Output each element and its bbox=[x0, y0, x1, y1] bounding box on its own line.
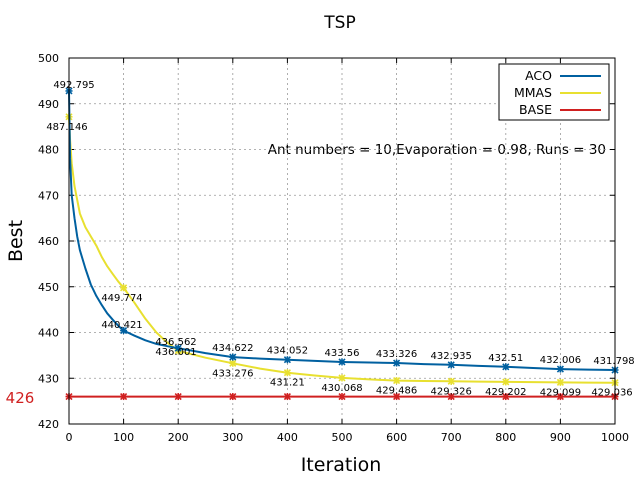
mmas-point bbox=[393, 377, 401, 385]
x-axis-label: Iteration bbox=[301, 454, 382, 476]
x-tick-label: 0 bbox=[66, 431, 73, 444]
x-tick-label: 300 bbox=[222, 431, 243, 444]
base-point bbox=[447, 392, 455, 401]
x-tick-label: 700 bbox=[441, 431, 462, 444]
base-point bbox=[283, 392, 291, 401]
aco-data-label: 432.51 bbox=[488, 353, 523, 364]
x-tick-label: 200 bbox=[168, 431, 189, 444]
aco-data-label: 432.006 bbox=[540, 355, 581, 366]
base-point bbox=[556, 392, 564, 401]
base-point bbox=[338, 392, 346, 401]
y-tick-label: 490 bbox=[38, 98, 59, 111]
chart-title: TSP bbox=[323, 13, 355, 33]
parameter-annotation: Ant numbers = 10,Evaporation = 0.98, Run… bbox=[268, 142, 606, 158]
mmas-point bbox=[120, 284, 128, 292]
mmas-point bbox=[338, 374, 346, 382]
aco-data-label: 434.622 bbox=[212, 343, 253, 354]
axis-ticks: 0 100 200 300 400 500 600 700 800 900 1000 420 430 44… bbox=[38, 52, 629, 444]
aco-data-label: 433.326 bbox=[376, 349, 417, 360]
x-tick-label: 100 bbox=[113, 431, 134, 444]
mmas-data-label: 429.202 bbox=[485, 387, 526, 398]
mmas-data-label: 429.099 bbox=[540, 387, 581, 398]
x-tick-label: 600 bbox=[386, 431, 407, 444]
mmas-data-label: 431.21 bbox=[270, 378, 305, 389]
y-axis-label: Best bbox=[5, 220, 27, 262]
mmas-data-label: 436.001 bbox=[155, 347, 196, 358]
base-point bbox=[120, 392, 128, 401]
mmas-data-label: 449.774 bbox=[101, 293, 142, 304]
y-tick-label: 440 bbox=[38, 327, 59, 340]
aco-point bbox=[556, 365, 564, 373]
mmas-point bbox=[283, 369, 291, 377]
aco-data-label: 440.421 bbox=[101, 320, 142, 331]
data-labels: 492.795 440.421 436.562 434.622 434.052 433.5… bbox=[46, 80, 634, 399]
legend-label-aco: ACO bbox=[525, 68, 552, 83]
aco-point bbox=[338, 358, 346, 366]
mmas-data-label: 433.276 bbox=[212, 368, 253, 379]
x-tick-label: 400 bbox=[277, 431, 298, 444]
y-tick-label: 450 bbox=[38, 281, 59, 294]
x-tick-label: 800 bbox=[495, 431, 516, 444]
aco-point bbox=[283, 356, 291, 364]
mmas-point bbox=[556, 378, 564, 386]
aco-data-label: 436.562 bbox=[155, 337, 196, 348]
aco-data-label: 433.56 bbox=[325, 348, 360, 359]
mmas-point bbox=[447, 377, 455, 385]
y-tick-label: 420 bbox=[38, 418, 59, 431]
mmas-point bbox=[502, 378, 510, 386]
mmas-data-label: 429.036 bbox=[591, 388, 632, 399]
x-tick-label: 1000 bbox=[601, 431, 629, 444]
aco-point bbox=[174, 344, 182, 352]
mmas-data-label: 429.326 bbox=[431, 386, 472, 397]
mmas-data-label: 430.068 bbox=[321, 383, 362, 394]
base-point bbox=[229, 392, 237, 401]
aco-point bbox=[120, 327, 128, 335]
series-layer bbox=[65, 87, 619, 401]
aco-point bbox=[229, 353, 237, 361]
aco-data-label: 434.052 bbox=[267, 346, 308, 357]
x-tick-label: 500 bbox=[332, 431, 353, 444]
legend-label-base: BASE bbox=[519, 102, 552, 117]
aco-data-label: 432.935 bbox=[431, 351, 472, 362]
legend: ACO MMAS BASE bbox=[498, 63, 610, 121]
mmas-data-label: 487.146 bbox=[46, 122, 87, 133]
aco-data-label: 492.795 bbox=[53, 80, 94, 91]
y-tick-label: 430 bbox=[38, 372, 59, 385]
aco-series-line bbox=[68, 90, 616, 371]
y-tick-label: 470 bbox=[38, 189, 59, 202]
base-value-label: 426 bbox=[6, 389, 35, 407]
mmas-series-line bbox=[68, 116, 616, 384]
x-tick-label: 900 bbox=[550, 431, 571, 444]
mmas-point bbox=[229, 359, 237, 367]
y-tick-label: 460 bbox=[38, 235, 59, 248]
aco-point bbox=[447, 361, 455, 369]
mmas-data-label: 429.486 bbox=[376, 386, 417, 397]
y-tick-label: 500 bbox=[38, 52, 59, 65]
legend-label-mmas: MMAS bbox=[514, 85, 552, 100]
y-tick-label: 480 bbox=[38, 144, 59, 157]
base-point bbox=[393, 392, 401, 401]
base-point bbox=[174, 392, 182, 401]
plot-frame bbox=[68, 57, 616, 425]
aco-data-label: 431.798 bbox=[593, 356, 634, 367]
aco-point bbox=[502, 363, 510, 371]
aco-point bbox=[393, 359, 401, 367]
base-point bbox=[502, 392, 510, 401]
